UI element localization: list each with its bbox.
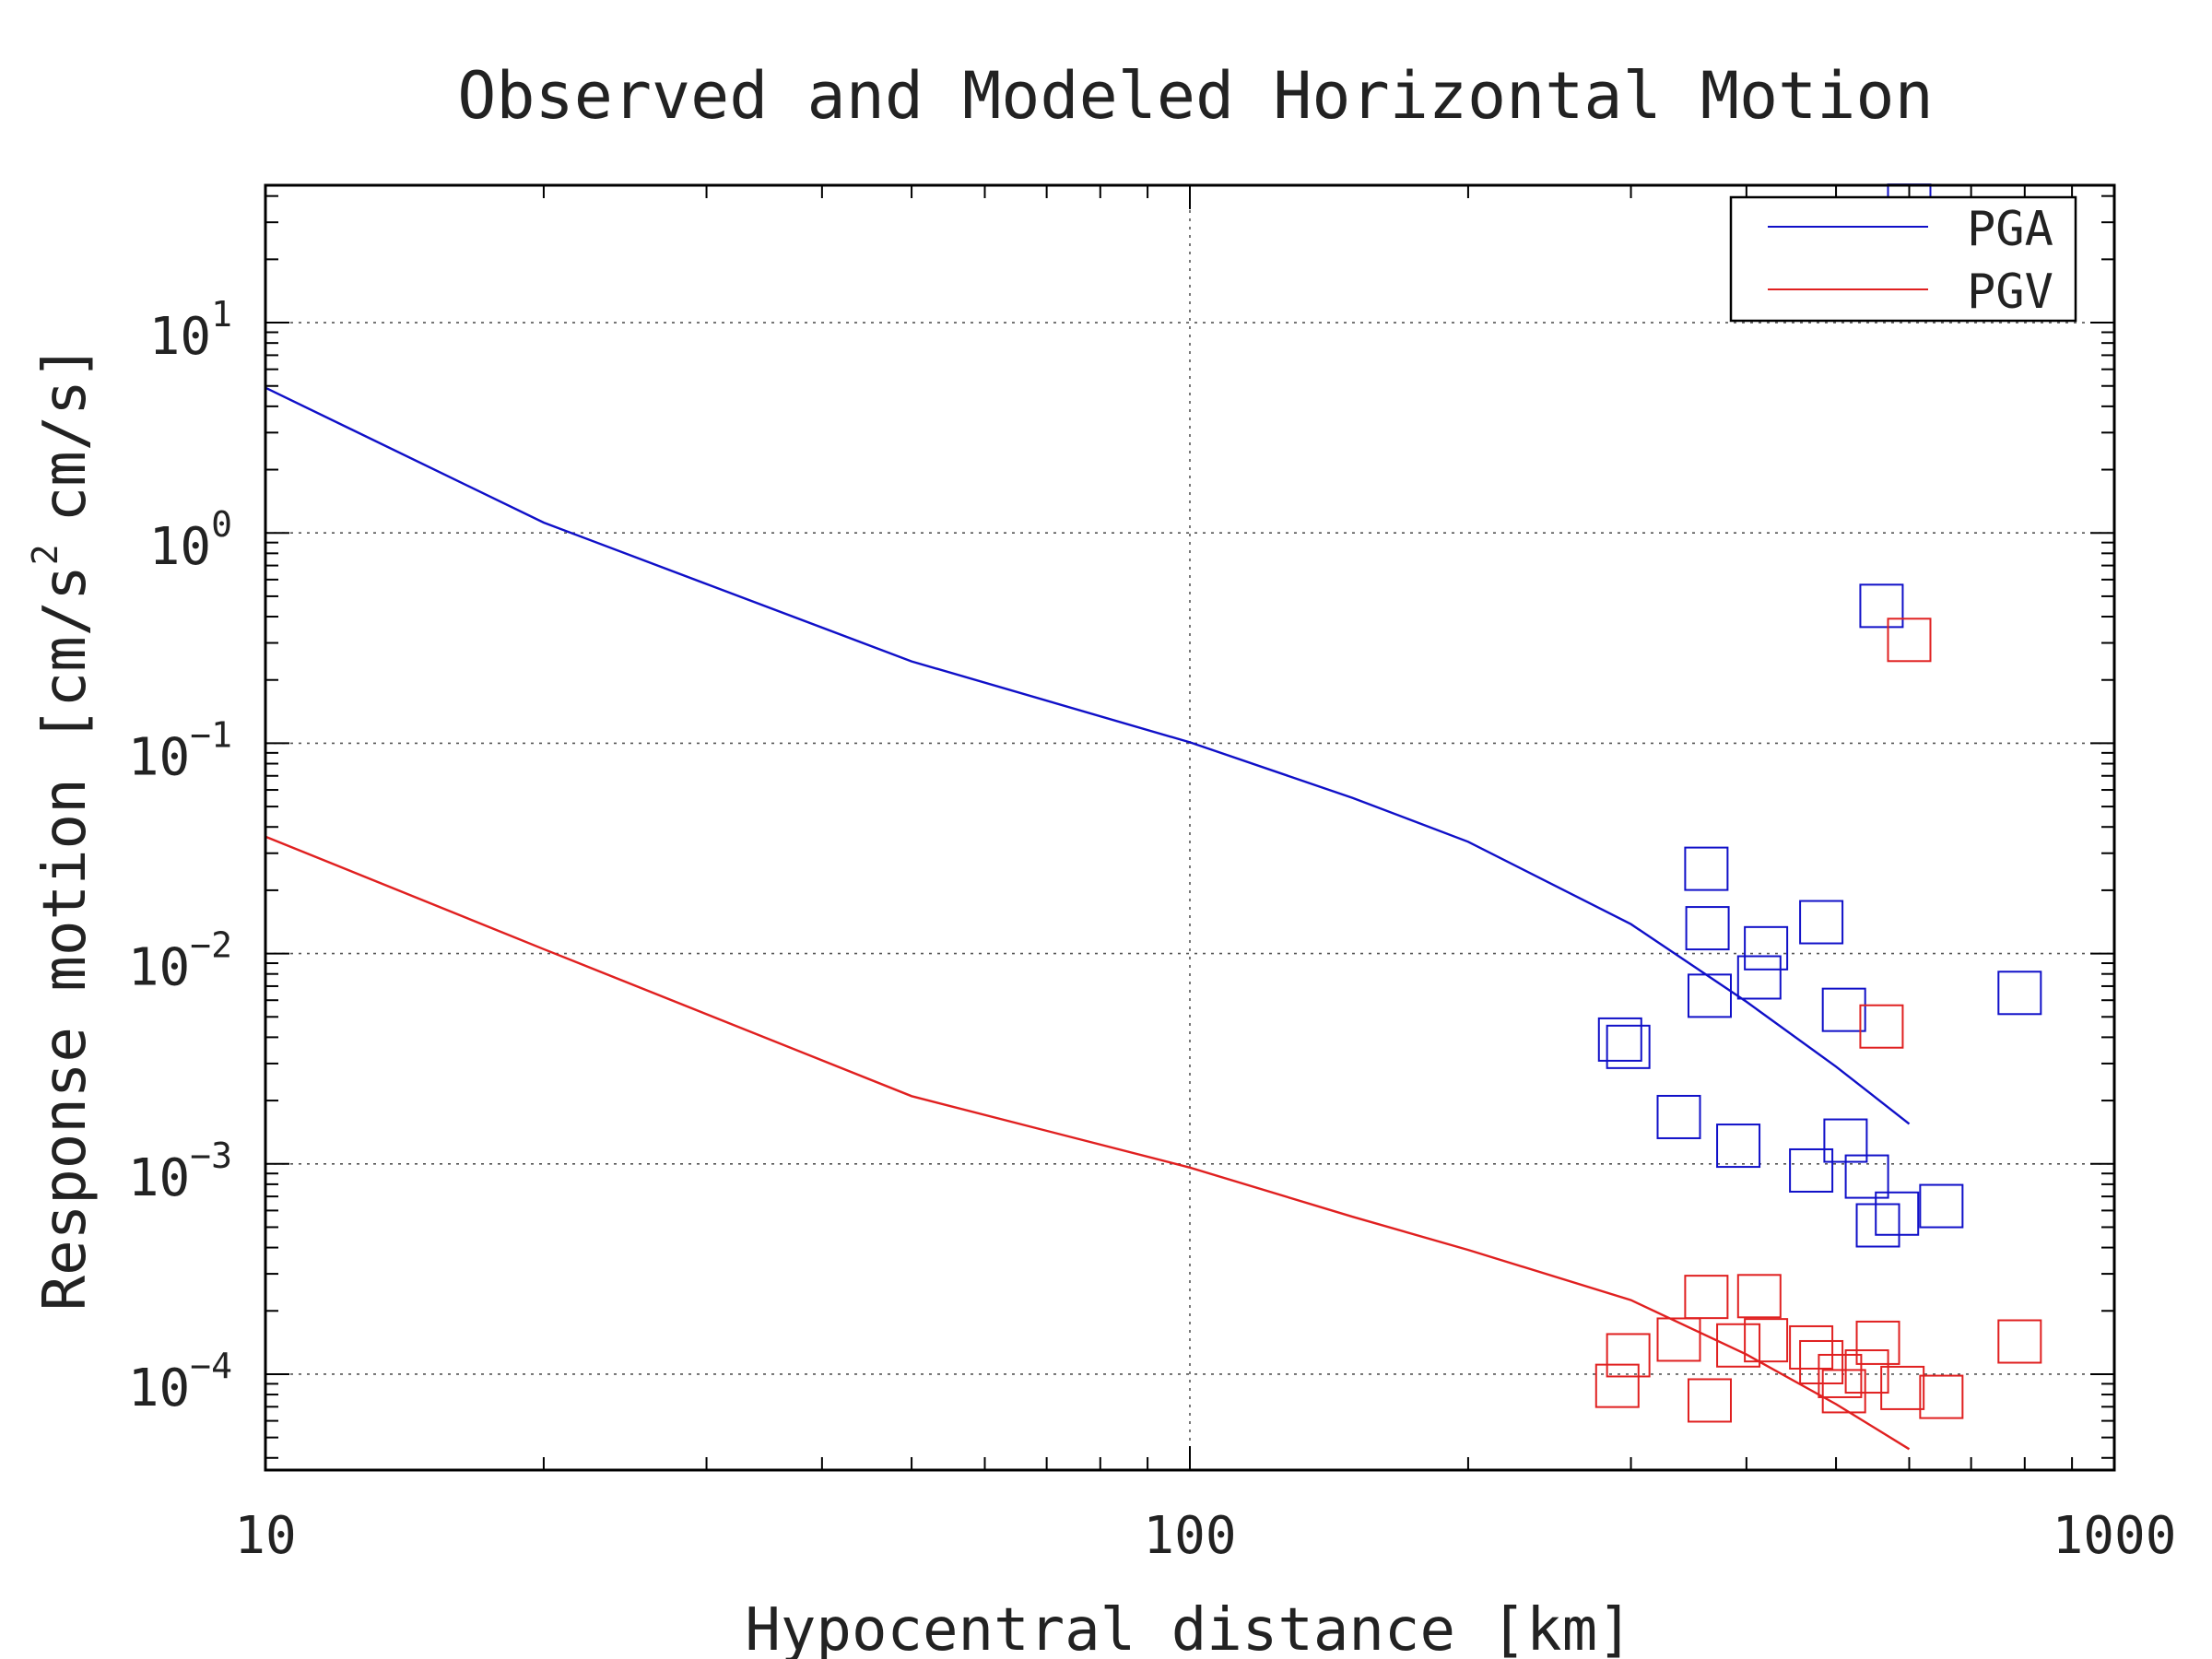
- series-line-pgv: [265, 835, 1911, 1451]
- marker-pga-observed-8: [1744, 925, 1789, 971]
- marker-pga-observed-6: [1716, 1124, 1761, 1169]
- marker-pgv-observed-5: [1716, 1323, 1761, 1368]
- marker-pga-observed-1: [1606, 1024, 1651, 1069]
- y-tick-label-3: 10−2: [128, 925, 232, 998]
- marker-pgv-observed-13: [1855, 1320, 1900, 1365]
- y-axis-label: Response motion [cm/s2 cm/s]: [25, 345, 100, 1312]
- marker-pga-observed-14: [1855, 1203, 1900, 1248]
- marker-pga-observed-2: [1656, 1094, 1701, 1139]
- x-tick-label-2: 1000: [2053, 1506, 2177, 1566]
- legend-pga-label: PGA: [1967, 202, 2053, 257]
- marker-pgv-observed-10: [1818, 1353, 1863, 1398]
- series-lines: [265, 386, 1911, 1451]
- marker-pgv-observed-11: [1821, 1369, 1866, 1414]
- marker-pgv-observed-3: [1684, 1275, 1729, 1320]
- marker-pga-observed-15: [1859, 583, 1904, 629]
- marker-pgv-observed-1: [1606, 1333, 1651, 1378]
- chart-title: Observed and Modeled Horizontal Motion: [457, 58, 1933, 134]
- y-tick-label-1: 100: [149, 504, 232, 577]
- marker-pga-observed-10: [1799, 900, 1844, 945]
- y-axis-label-main: Response motion [cm/s: [31, 565, 100, 1311]
- marker-pga-observed-4: [1685, 906, 1730, 951]
- y-tick-label-4: 10−3: [128, 1135, 232, 1208]
- marker-pgv-observed-2: [1656, 1317, 1701, 1362]
- marker-pgv-observed-15: [1880, 1365, 1925, 1410]
- marker-pgv-observed-14: [1859, 1004, 1904, 1049]
- marker-pgv-observed-6: [1736, 1274, 1782, 1319]
- series-line-pga: [265, 386, 1911, 1125]
- tick-labels: 10 100 1000 101 100 10−1 10−2 10−3 10−4: [128, 294, 2177, 1566]
- marker-pgv-observed-4: [1687, 1378, 1732, 1423]
- x-tick-label-0: 10: [234, 1506, 296, 1566]
- marker-pga-observed-19: [1997, 971, 2042, 1016]
- y-tick-label-2: 10−1: [128, 714, 232, 787]
- y-axis-label-tail: cm/s]: [31, 345, 100, 523]
- legend-pgv-label: PGV: [1967, 265, 2053, 320]
- marker-pga-observed-13: [1844, 1154, 1889, 1199]
- marker-pgv-observed-16: [1887, 618, 1932, 663]
- x-axis-label: Hypocentral distance [km]: [745, 1596, 1632, 1659]
- marker-pga-observed-5: [1687, 973, 1732, 1018]
- marker-pgv-observed-17: [1919, 1374, 1964, 1419]
- plot-frame: [264, 183, 2116, 1472]
- y-tick-label-0: 101: [149, 294, 232, 367]
- marker-pga-observed-11: [1821, 987, 1866, 1032]
- marker-pgv-observed-8: [1789, 1324, 1834, 1370]
- marker-pga-observed-18: [1919, 1183, 1964, 1229]
- marker-pga-observed-3: [1684, 846, 1729, 891]
- marker-pga-observed-0: [1597, 1017, 1642, 1062]
- marker-pgv-observed-18: [1997, 1319, 2042, 1364]
- y-tick-label-5: 10−4: [128, 1346, 232, 1418]
- marker-pgv-observed-12: [1844, 1349, 1889, 1394]
- marker-pgv-observed-7: [1744, 1318, 1789, 1363]
- legend: PGA PGV: [1729, 195, 2077, 323]
- legend-box: [1729, 195, 2077, 323]
- marker-pga-observed-7: [1736, 955, 1782, 1000]
- marker-pga-observed-9: [1789, 1147, 1834, 1193]
- ticks: [265, 185, 2114, 1470]
- marker-pgv-observed-0: [1594, 1363, 1640, 1408]
- y-axis-label-exp: 2: [25, 544, 65, 565]
- series-markers: [1594, 183, 2042, 1423]
- marker-pgv-observed-9: [1799, 1339, 1844, 1384]
- marker-pga-observed-16: [1875, 1191, 1920, 1236]
- x-tick-label-1: 100: [1143, 1506, 1236, 1566]
